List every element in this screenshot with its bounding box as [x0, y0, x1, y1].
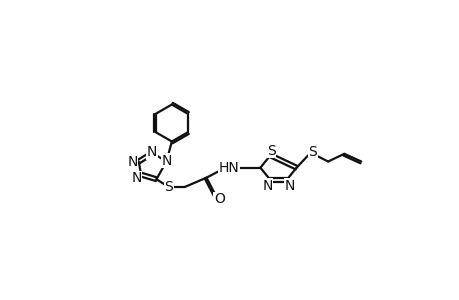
Text: N: N: [284, 179, 294, 193]
Text: N: N: [146, 145, 157, 159]
Text: N: N: [131, 172, 141, 185]
Text: HN: HN: [218, 161, 239, 175]
Text: N: N: [262, 179, 272, 193]
Text: N: N: [162, 154, 172, 168]
Text: S: S: [266, 144, 275, 158]
Text: O: O: [214, 192, 224, 206]
Text: N: N: [127, 154, 137, 169]
Text: S: S: [308, 145, 316, 158]
Text: S: S: [164, 180, 173, 194]
